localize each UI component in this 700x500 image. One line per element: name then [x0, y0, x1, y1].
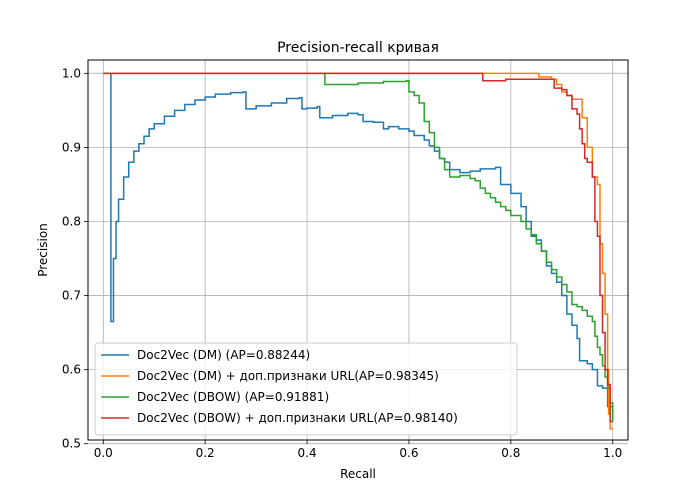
series-line-2: [103, 72, 613, 430]
x-tick-label: 0.2: [196, 446, 215, 460]
y-tick-label: 0.7: [62, 289, 81, 303]
x-tick-label: 0.0: [94, 446, 113, 460]
x-tick-label: 0.6: [399, 446, 418, 460]
x-tick-label: 1.0: [603, 446, 622, 460]
y-tick-label: 0.8: [62, 214, 81, 228]
y-tick-label: 0.6: [62, 363, 81, 377]
legend-box: [94, 342, 518, 436]
legend: Doc2Vec (DM) (AP=0.88244) Doc2Vec (DM) + …: [94, 342, 518, 436]
series-line-3: [324, 73, 614, 422]
y-tick-label: 1.0: [62, 66, 81, 80]
series-line-4: [103, 72, 613, 423]
y-tick-label: 0.5: [62, 437, 81, 451]
y-tick-label: 0.9: [62, 140, 81, 154]
legend-entry: Doc2Vec (DM) + доп.признаки URL(AP=0.983…: [137, 369, 439, 383]
ticks: 0.0 0.2 0.4 0.6 0.8 1.0 0.5 0.6 0.7 0.8 0.9 1.0: [62, 66, 622, 460]
x-tick-label: 0.4: [298, 446, 317, 460]
chart-title: Precision-recall кривая: [277, 40, 439, 56]
plot-frame: [87, 59, 629, 441]
legend-entry: Doc2Vec (DBOW) + доп.признаки URL(AP=0.9…: [137, 411, 458, 425]
x-tick-label: 0.8: [501, 446, 520, 460]
legend-entry: Doc2Vec (DBOW) (AP=0.91881): [137, 390, 329, 404]
x-axis-label: Recall: [340, 467, 376, 481]
y-axis-label: Precision: [36, 223, 50, 277]
series-group: [103, 72, 614, 430]
legend-entry: Doc2Vec (DM) (AP=0.88244): [137, 348, 310, 362]
